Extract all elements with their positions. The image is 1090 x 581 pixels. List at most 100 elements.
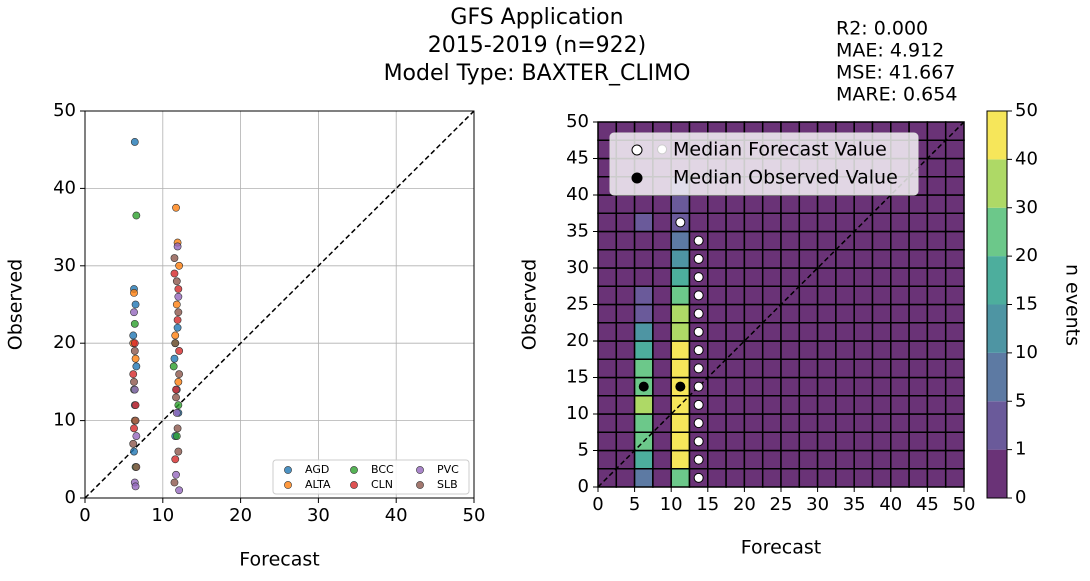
heat-cell [725, 212, 746, 233]
heat-cell [633, 267, 654, 287]
heat-cell [633, 468, 654, 488]
y-tick-label: 0 [65, 487, 76, 508]
heat-cell [615, 249, 636, 269]
legend-label: Median Observed Value [673, 167, 898, 189]
heat-cell [926, 230, 947, 251]
heat-cell [670, 303, 691, 324]
median-point [693, 326, 704, 337]
heat-cell [908, 322, 929, 342]
heat-cell [652, 358, 672, 379]
heat-cell [652, 230, 672, 251]
point [129, 370, 138, 379]
heat-cell [798, 468, 819, 488]
heat-cell [816, 212, 837, 233]
heat-cell [597, 230, 618, 251]
heat-cell [597, 376, 618, 397]
heat-cell [780, 468, 801, 488]
median-point [638, 381, 649, 392]
colorbar-segment [987, 159, 1007, 208]
y-tick-label: 15 [566, 367, 589, 388]
heat-cell [780, 413, 801, 433]
heat-cell [798, 413, 819, 433]
x-tick-label: 40 [879, 494, 902, 515]
legend-box [609, 132, 919, 196]
point [171, 455, 180, 464]
heat-cell [853, 431, 874, 452]
heat-cell [871, 267, 892, 287]
heat-cell [926, 249, 947, 269]
colorbar-segment [987, 449, 1007, 498]
heat-cell [652, 267, 672, 287]
heat-cell [798, 249, 819, 269]
heat-cell [761, 358, 782, 379]
heat-cell [944, 249, 965, 269]
point [132, 211, 141, 220]
heat-cell [725, 194, 746, 214]
heat-cell [835, 395, 855, 415]
heat-cell [835, 431, 855, 452]
heat-cell [853, 267, 874, 287]
heat-cell [725, 322, 746, 342]
heat-cell [707, 468, 727, 488]
heat-cell [652, 468, 672, 488]
heat-cell [670, 249, 691, 269]
stat: R2: 0.000 [836, 18, 928, 40]
heat-cell [615, 431, 636, 452]
heat-cell [633, 449, 654, 470]
heat-cell [707, 230, 727, 251]
point [175, 370, 184, 379]
heat-cell [908, 376, 929, 397]
heat-cell [890, 194, 910, 214]
median-point [693, 381, 704, 392]
heat-cell [944, 468, 965, 488]
median-point [693, 436, 704, 447]
point [131, 482, 140, 491]
legend-marker [350, 466, 358, 474]
heat-cell [633, 395, 654, 415]
heat-cell [615, 468, 636, 488]
heat-cell [944, 413, 965, 433]
heat-cell [761, 395, 782, 415]
heat-cell [853, 285, 874, 306]
heat-cell [761, 340, 782, 360]
x-tick-label: 25 [770, 494, 793, 515]
y-tick-label: 10 [53, 410, 76, 431]
heat-cell [944, 431, 965, 452]
y-tick-label: 20 [53, 332, 76, 353]
heat-cell [670, 413, 691, 433]
heat-cell [816, 230, 837, 251]
heat-cell [652, 322, 672, 342]
heat-cell [707, 303, 727, 324]
heat-cell [652, 212, 672, 233]
heat-cell [926, 212, 947, 233]
heat-cell [743, 449, 764, 470]
heat-cell [908, 285, 929, 306]
heat-cell [890, 249, 910, 269]
heat-cell [835, 194, 855, 214]
heat-cell [871, 431, 892, 452]
heat-cell [908, 449, 929, 470]
point [174, 292, 183, 301]
x-tick-label: 50 [953, 494, 976, 515]
x-tick-label: 45 [916, 494, 939, 515]
heat-cell [615, 413, 636, 433]
heat-cell [743, 303, 764, 324]
median-point [675, 217, 686, 228]
heat-cell [743, 358, 764, 379]
heat-cell [670, 468, 691, 488]
heat-cell [890, 358, 910, 379]
heat-cell [926, 176, 947, 196]
y-tick-label: 50 [53, 100, 76, 121]
point [173, 316, 182, 324]
heat-cell [944, 303, 965, 324]
heat-cell [890, 303, 910, 324]
heat-cell [871, 449, 892, 470]
heat-cell [871, 340, 892, 360]
heat-cell [835, 322, 855, 342]
median-point [693, 235, 704, 246]
heat-cell [853, 249, 874, 269]
heat-cell [908, 468, 929, 488]
heat-cell [798, 358, 819, 379]
heat-cell [871, 212, 892, 233]
heat-cell [890, 267, 910, 287]
